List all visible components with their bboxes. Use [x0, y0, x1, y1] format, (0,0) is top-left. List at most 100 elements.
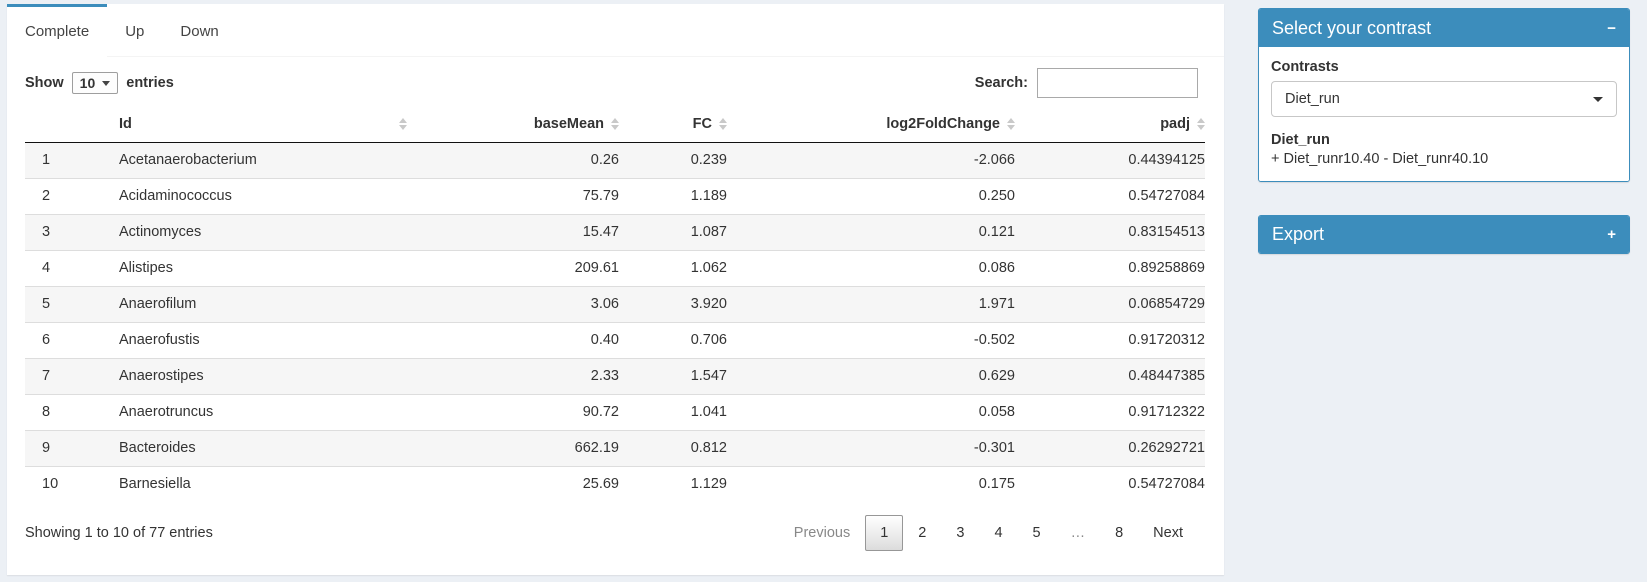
search-input[interactable]	[1037, 68, 1198, 98]
cell-basemean: 15.47	[407, 213, 619, 250]
table-body: 1 Acetanaerobacterium 0.26 0.239 -2.066 …	[25, 142, 1205, 502]
pagination-button[interactable]: 3	[956, 525, 965, 541]
contrast-panel-header: Select your contrast −	[1259, 9, 1629, 47]
contrasts-label: Contrasts	[1271, 59, 1339, 75]
cell-basemean: 25.69	[407, 465, 619, 502]
contrast-panel-body: Contrasts Diet_run Diet_run + Diet_runr1…	[1259, 47, 1629, 181]
pagination-button[interactable]: 2	[918, 525, 927, 541]
cell-padj: 0.91720312	[1015, 321, 1205, 358]
cell-rownum: 10	[25, 465, 102, 502]
table-row: 4 Alistipes 209.61 1.062 0.086 0.8925886…	[25, 249, 1205, 286]
pagination-button[interactable]: 8	[1115, 525, 1124, 541]
cell-fc: 1.189	[619, 177, 727, 214]
tab-up[interactable]: Up	[107, 4, 162, 56]
contrast-name: Diet_run	[1271, 132, 1330, 148]
cell-log2foldchange: 0.121	[727, 213, 1015, 250]
results-table: Id baseMean FC	[25, 107, 1205, 502]
collapse-minus-icon[interactable]: −	[1607, 19, 1616, 37]
header-padj-label: padj	[1160, 116, 1190, 133]
cell-fc: 0.812	[619, 429, 727, 466]
cell-rownum: 3	[25, 213, 102, 250]
pagination-button[interactable]: Next	[1153, 525, 1183, 541]
header-log2foldchange-label: log2FoldChange	[886, 116, 1000, 133]
table-row: 6 Anaerofustis 0.40 0.706 -0.502 0.91720…	[25, 321, 1205, 358]
search-label: Search:	[974, 75, 1028, 91]
cell-id: Barnesiella	[102, 465, 407, 502]
sort-icon	[399, 118, 407, 131]
header-log2foldchange[interactable]: log2FoldChange	[727, 107, 1015, 143]
tab-down[interactable]: Down	[162, 4, 236, 56]
contrast-select-value: Diet_run	[1285, 91, 1340, 107]
sort-icon	[1007, 118, 1015, 131]
cell-rownum: 1	[42, 152, 51, 168]
cell-rownum: 6	[25, 321, 102, 358]
pagination-button[interactable]: 4	[994, 525, 1003, 541]
table-row: 10 Barnesiella 25.69 1.129 0.175 0.54727…	[25, 465, 1205, 502]
pagination-button: Previous	[793, 525, 851, 541]
show-label: Show	[25, 75, 64, 91]
cell-log2foldchange: 0.175	[727, 465, 1015, 502]
cell-rownum: 8	[25, 393, 102, 430]
pagination-button[interactable]: 1	[865, 515, 904, 551]
table-controls: Show 10 entries Search:	[7, 57, 1224, 107]
cell-basemean: 75.79	[407, 177, 619, 214]
cell-id: Anaerostipes	[102, 357, 407, 394]
export-panel-title: Export	[1272, 224, 1325, 244]
cell-fc: 3.920	[619, 285, 727, 322]
header-fc-label: FC	[692, 116, 712, 133]
table-footer: Showing 1 to 10 of 77 entries Previous 1…	[7, 502, 1224, 551]
cell-rownum: 9	[25, 429, 102, 466]
contrast-select[interactable]: Diet_run	[1271, 81, 1617, 117]
header-basemean-label: baseMean	[533, 116, 604, 133]
cell-log2foldchange: 0.629	[727, 357, 1015, 394]
table-row: 7 Anaerostipes 2.33 1.547 0.629 0.484473…	[25, 357, 1205, 394]
export-panel: Export +	[1258, 215, 1630, 254]
cell-id: Acetanaerobacterium	[119, 152, 257, 168]
cell-padj: 0.48447385	[1015, 357, 1205, 394]
cell-basemean: 90.72	[407, 393, 619, 430]
tab-complete-label: Complete	[25, 23, 90, 40]
pagination-button: …	[1070, 525, 1086, 541]
header-rownum	[25, 107, 102, 143]
table-row: 1 Acetanaerobacterium 0.26 0.239 -2.066 …	[25, 142, 1205, 178]
sort-icon	[611, 118, 619, 131]
header-fc[interactable]: FC	[619, 107, 727, 143]
results-card: Complete Up Down Show 10 entries Search:	[7, 4, 1224, 575]
cell-log2foldchange: -0.502	[727, 321, 1015, 358]
tab-bar: Complete Up Down	[7, 4, 1224, 57]
cell-fc: 1.041	[619, 393, 727, 430]
cell-id: Acidaminococcus	[102, 177, 407, 214]
header-padj[interactable]: padj	[1015, 107, 1205, 143]
cell-rownum: 2	[25, 177, 102, 214]
contrast-formula: + Diet_runr10.40 - Diet_runr40.10	[1271, 151, 1489, 167]
expand-plus-icon[interactable]: +	[1607, 226, 1616, 243]
header-id[interactable]: Id	[102, 107, 407, 143]
cell-id: Anaerotruncus	[102, 393, 407, 430]
cell-basemean: 2.33	[407, 357, 619, 394]
cell-padj: 0.26292721	[1015, 429, 1205, 466]
cell-rownum: 4	[25, 249, 102, 286]
tab-complete[interactable]: Complete	[7, 4, 108, 57]
cell-padj: 0.83154513	[1015, 213, 1205, 250]
cell-log2foldchange: 0.058	[727, 393, 1015, 430]
header-basemean[interactable]: baseMean	[407, 107, 619, 143]
cell-log2foldchange: 1.971	[727, 285, 1015, 322]
chevron-down-icon	[102, 80, 111, 86]
contrast-panel-title: Select your contrast	[1272, 17, 1432, 38]
table-info: Showing 1 to 10 of 77 entries	[25, 525, 213, 541]
cell-id: Bacteroides	[102, 429, 407, 466]
cell-padj: 0.54727084	[1015, 465, 1205, 502]
cell-log2foldchange: -2.066	[973, 152, 1015, 168]
cell-fc: 1.062	[619, 249, 727, 286]
table-header-row: Id baseMean FC	[25, 107, 1205, 143]
tab-down-label: Down	[180, 23, 219, 40]
page-length-select[interactable]: 10	[71, 72, 119, 94]
cell-basemean: 0.26	[590, 152, 619, 168]
search-control: Search:	[975, 68, 1198, 98]
cell-fc: 1.547	[619, 357, 727, 394]
pagination-button[interactable]: 5	[1032, 525, 1041, 541]
cell-id: Anaerofustis	[102, 321, 407, 358]
page-length-control: Show 10 entries	[25, 72, 174, 94]
page-length-value: 10	[79, 75, 96, 91]
cell-fc: 1.087	[619, 213, 727, 250]
